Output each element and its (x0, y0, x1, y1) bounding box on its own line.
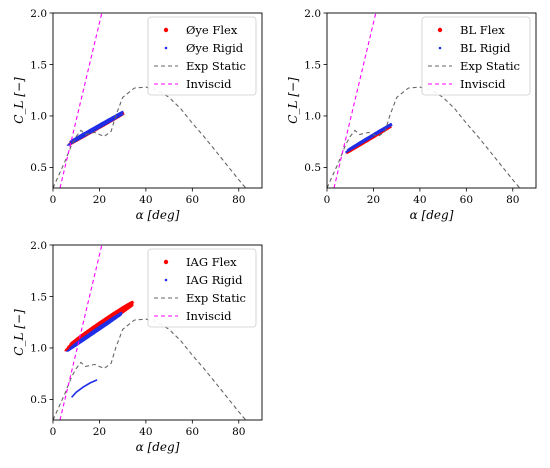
x-tick-label: 0 (50, 194, 57, 206)
plot-area (327, 13, 521, 188)
x-tick-label: 0 (324, 194, 331, 206)
legend-marker (164, 46, 168, 50)
legend-label: Exp Static (460, 59, 520, 73)
y-tick-label: 1.0 (30, 343, 47, 355)
legend-marker (437, 27, 443, 33)
legend-marker (163, 259, 169, 265)
y-tick-label: 2.0 (30, 240, 47, 252)
x-tick-label: 60 (460, 194, 473, 206)
series-1 (344, 122, 393, 154)
series-3 (333, 13, 377, 188)
legend-label: Øye Flex (186, 23, 238, 37)
axes-frame (52, 12, 263, 189)
chart-panel-1: 0 20 40 60 80 0.5 1.0 1.5 2.0 α [deg] C_L [−] BL Fl… (286, 8, 537, 222)
y-tick-label: 1.5 (304, 59, 321, 71)
legend-box (147, 16, 257, 96)
y-axis-label: C_L [−] (286, 77, 300, 124)
plot-area (53, 245, 247, 420)
x-tick-label: 80 (232, 194, 245, 206)
series-line (327, 86, 521, 188)
legend-label: Exp Static (186, 59, 246, 73)
x-tick-label: 80 (232, 426, 245, 438)
y-tick-label: 1.5 (30, 291, 47, 303)
plot-area (53, 13, 247, 188)
series-2 (327, 86, 521, 188)
hysteresis-loop (66, 112, 124, 146)
legend: IAG Flex IAG Rigid Exp Static Inviscid (147, 248, 257, 328)
x-tick-label: 60 (186, 194, 199, 206)
series-line (59, 245, 103, 420)
legend-label: IAG Flex (186, 255, 237, 269)
x-tick-label: 40 (413, 194, 426, 206)
series-1 (65, 311, 123, 398)
chart-panel-0: 0 20 40 60 80 0.5 1.0 1.5 2.0 α [deg] C_L [−] Øye F… (12, 8, 263, 222)
y-tick-label: 1.0 (304, 111, 321, 123)
legend: BL Flex BL Rigid Exp Static Inviscid (421, 16, 531, 96)
legend-marker (163, 27, 169, 33)
legend: Øye Flex Øye Rigid Exp Static Inviscid (147, 16, 257, 96)
series-1 (66, 110, 124, 146)
series-line (333, 13, 377, 188)
transient-tail (71, 379, 98, 398)
panels: 0 20 40 60 80 0.5 1.0 1.5 2.0 α [deg] C_L [−] Øye F… (12, 8, 537, 454)
hysteresis-loop (346, 122, 393, 151)
y-axis-label: C_L [−] (12, 77, 26, 124)
x-axis-label: α [deg] (410, 208, 454, 222)
x-tick-label: 80 (506, 194, 519, 206)
y-tick-label: 0.5 (30, 162, 47, 174)
y-tick-label: 0.5 (30, 394, 47, 406)
x-tick-label: 20 (93, 194, 106, 206)
series-line (59, 13, 103, 188)
x-tick-label: 40 (139, 426, 152, 438)
legend-marker (164, 278, 168, 282)
x-tick-label: 0 (50, 426, 57, 438)
x-axis-label: α [deg] (136, 440, 180, 454)
legend-label: BL Flex (460, 23, 505, 37)
axes-frame (52, 244, 263, 421)
y-tick-label: 2.0 (30, 8, 47, 20)
y-tick-label: 0.5 (304, 162, 321, 174)
legend-label: BL Rigid (460, 41, 511, 55)
legend-label: Inviscid (460, 77, 506, 91)
y-tick-label: 1.0 (30, 111, 47, 123)
legend-label: IAG Rigid (186, 273, 243, 287)
series-3 (59, 245, 103, 420)
axes-frame (326, 12, 537, 189)
x-axis-label: α [deg] (136, 208, 180, 222)
x-tick-label: 60 (186, 426, 199, 438)
legend-marker (438, 46, 442, 50)
y-tick-label: 2.0 (304, 8, 321, 20)
legend-label: Inviscid (186, 309, 232, 323)
legend-box (147, 248, 257, 328)
legend-label: Øye Rigid (186, 41, 244, 55)
series-3 (59, 13, 103, 188)
legend-box (421, 16, 531, 96)
x-tick-label: 20 (93, 426, 106, 438)
legend-label: Exp Static (186, 291, 246, 305)
y-tick-label: 1.5 (30, 59, 47, 71)
x-tick-label: 20 (367, 194, 380, 206)
x-tick-label: 40 (139, 194, 152, 206)
hysteresis-loop (71, 311, 123, 348)
y-axis-label: C_L [−] (12, 309, 26, 356)
chart-panel-2: 0 20 40 60 80 0.5 1.0 1.5 2.0 α [deg] C_L [−] IAG F… (12, 240, 263, 454)
hysteresis-loop (68, 110, 124, 142)
legend-label: Inviscid (186, 77, 232, 91)
